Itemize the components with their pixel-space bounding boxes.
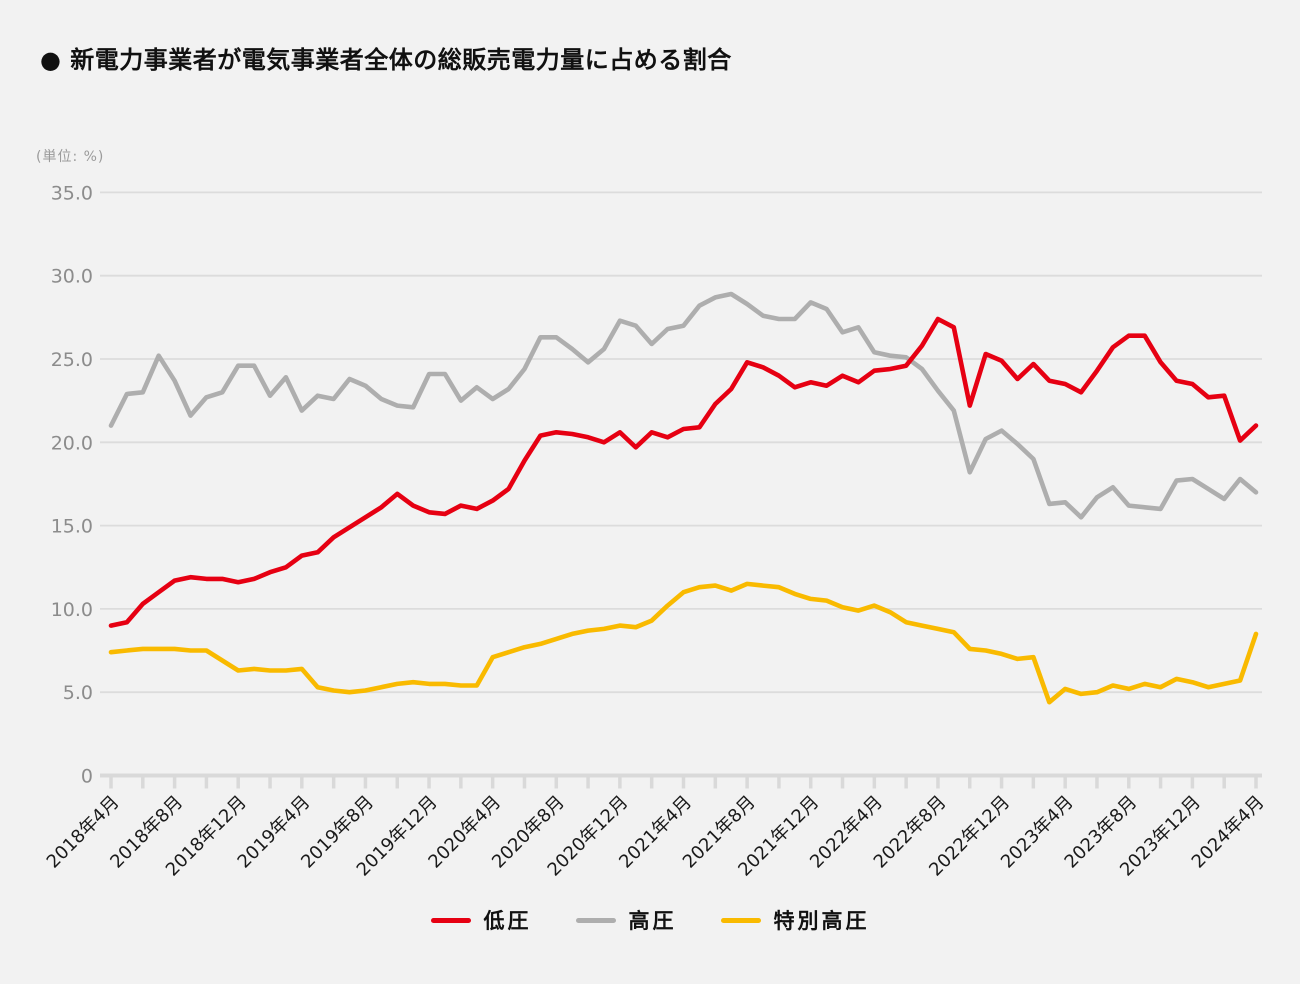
y-axis-unit-label: (単位: %) [36,149,105,165]
legend-item-low-voltage: 低圧 [430,905,532,935]
y-axis-tick-label: 15.0 [51,516,93,538]
y-axis-tick-label: 25.0 [51,349,93,371]
legend-item-extra-high-voltage: 特別高圧 [720,905,870,935]
legend-label-high-voltage: 高圧 [628,909,677,933]
legend-label-low-voltage: 低圧 [483,909,532,933]
series-line-extra-high-voltage [108,581,1259,705]
y-axis-tick-label: 20.0 [51,432,93,454]
chart-title: ● 新電力事業者が電気事業者全体の総販売電力量に占める割合 [40,46,732,74]
legend-line-swatch-yellow [720,917,761,923]
legend-line-swatch-red [430,917,471,923]
series-line-low-voltage [108,316,1259,628]
y-axis-tick-label: 0 [81,766,93,788]
legend-label-extra-high-voltage: 特別高圧 [773,909,870,933]
y-axis-tick-label: 5.0 [63,682,93,704]
line-chart: 05.010.015.020.025.030.035.02018年4月2018年… [43,182,1269,880]
legend-item-high-voltage: 高圧 [575,905,677,935]
y-axis-tick-label: 10.0 [51,599,93,621]
legend-line-swatch-gray [575,917,616,923]
series-line-high-voltage [108,291,1259,520]
y-axis-tick-label: 30.0 [51,266,93,288]
chart-legend: 低圧 高圧 特別高圧 [0,905,1300,935]
y-axis-tick-label: 35.0 [51,182,93,204]
